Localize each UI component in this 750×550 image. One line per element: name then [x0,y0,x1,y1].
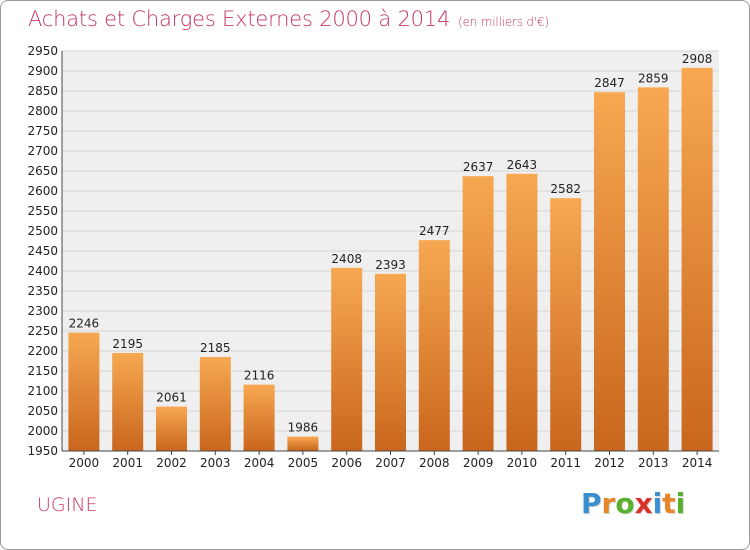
bar[interactable] [156,406,187,451]
bar[interactable] [462,176,494,451]
data-label: 2116 [244,369,275,383]
chart-unit: (en milliers d'€) [458,15,549,29]
y-axis: 1950 2000 2050 2100 2150 2200 2250 2300 2350 2400… [27,44,63,458]
x-tick-label: 2010 [507,456,538,470]
logo-letter: P [581,487,602,520]
data-label: 2061 [156,391,187,405]
data-label: 2246 [69,317,100,331]
y-tick-label: 2200 [27,344,58,358]
y-tick-label: 2900 [27,64,58,78]
bar[interactable] [550,198,582,451]
y-tick-label: 2100 [27,384,58,398]
data-label: 2185 [200,341,231,355]
x-tick-label: 2004 [244,456,275,470]
x-tick-label: 2008 [419,456,450,470]
chart-title: Achats et Charges Externes 2000 à 2014 (e… [28,7,549,31]
logo-letter: t [662,487,676,520]
logo-letter: o [615,487,635,520]
logo-letter: i [675,487,686,520]
y-tick-label: 2400 [27,264,58,278]
bar[interactable] [418,240,450,451]
y-tick-label: 2650 [27,164,58,178]
x-tick-label: 2012 [594,456,625,470]
y-tick-label: 2500 [27,224,58,238]
y-tick-label: 2050 [27,404,58,418]
y-tick-label: 2950 [27,44,58,58]
x-tick-label: 2000 [69,456,100,470]
x-tick-label: 2005 [288,456,319,470]
logo-letter: i [652,487,663,520]
data-label: 2393 [375,258,406,272]
bar[interactable] [287,436,319,451]
bar[interactable] [112,353,144,451]
data-label: 2582 [550,182,581,196]
y-tick-label: 2300 [27,304,58,318]
x-tick-label: 2001 [112,456,143,470]
data-label: 2643 [507,158,538,172]
bar[interactable] [68,332,100,451]
x-axis: 2000 2001 2002 2003 2004 2005 2006 2007 2008 2009… [62,450,719,470]
bars [68,67,713,452]
bar[interactable] [506,173,538,452]
y-tick-label: 2150 [27,364,58,378]
x-tick-label: 2002 [156,456,187,470]
y-tick-label: 2000 [27,424,58,438]
logo-letter: x [634,487,653,520]
y-tick-label: 2600 [27,184,58,198]
x-tick-label: 2014 [682,456,713,470]
x-tick-label: 2006 [331,456,362,470]
bar[interactable] [331,267,363,451]
data-label: 2637 [463,160,494,174]
bar[interactable] [199,357,231,451]
data-label: 2195 [112,337,143,351]
x-tick-label: 2011 [550,456,581,470]
data-label: 2847 [594,76,625,90]
x-tick-label: 2009 [463,456,494,470]
y-tick-label: 1950 [27,444,58,458]
proxiti-logo[interactable]: Proxiti [581,487,685,520]
data-label: 2859 [638,71,669,85]
y-tick-label: 2700 [27,144,58,158]
y-tick-label: 2550 [27,204,58,218]
y-tick-label: 2800 [27,104,58,118]
y-tick-label: 2450 [27,244,58,258]
chart-title-text: Achats et Charges Externes 2000 à 2014 [28,7,451,31]
logo-letter: r [601,487,616,520]
bar[interactable] [375,273,406,451]
x-tick-label: 2013 [638,456,669,470]
commune-name: UGINE [37,494,98,516]
data-label: 2408 [331,252,362,266]
data-labels: 2246 2195 2061 2185 2116 1986 2408 2393 2477 2637… [69,52,713,435]
y-tick-label: 2850 [27,84,58,98]
bar[interactable] [594,92,625,451]
bar[interactable] [243,384,275,451]
data-label: 2477 [419,224,450,238]
data-label: 2908 [682,52,713,66]
y-tick-label: 2350 [27,284,58,298]
y-tick-label: 2750 [27,124,58,138]
data-label: 1986 [288,421,319,435]
bar[interactable] [681,67,713,452]
y-tick-label: 2250 [27,324,58,338]
bar[interactable] [637,87,669,452]
x-tick-label: 2003 [200,456,231,470]
x-tick-label: 2007 [375,456,406,470]
